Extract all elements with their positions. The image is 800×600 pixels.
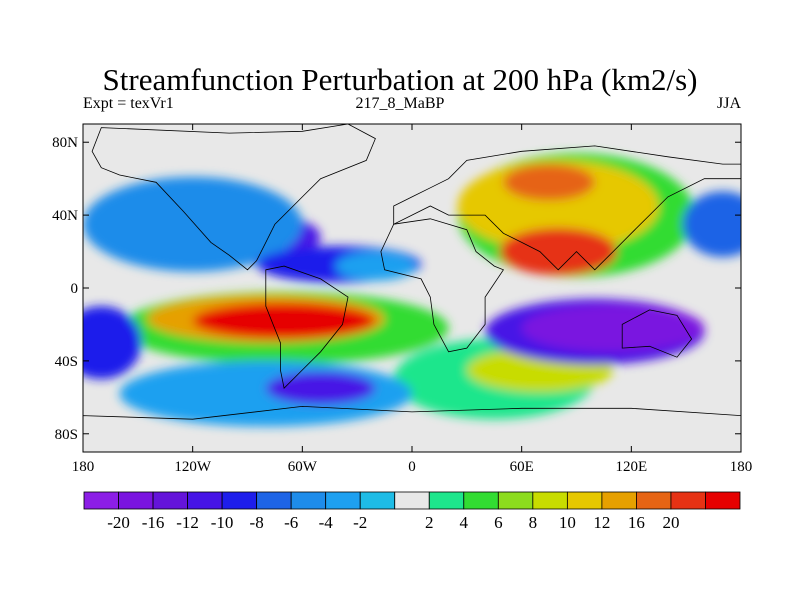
colorbar-label: -4 [319,513,334,532]
colorbar-swatch [636,491,672,510]
colorbar-label: -2 [353,513,367,532]
field-region-16 [265,371,376,405]
y-tick-label: 40N [52,208,78,224]
continent-outline-3 [393,145,741,271]
colorbar-label: -12 [176,513,199,532]
field-region-1 [83,176,303,272]
x-tick-label: 180 [72,459,95,475]
x-tick-label: 120W [174,459,212,475]
colorbar-swatch [325,491,361,510]
colorbar-label: 4 [460,513,469,532]
colorbar-label: 12 [593,513,610,532]
colorbar-swatch [359,491,396,510]
colorbar-swatch [256,491,292,510]
colorbar-label: 6 [494,513,503,532]
x-tick-label: 60E [510,459,534,475]
colorbar-swatch [221,491,258,510]
colorbar-swatch [532,491,568,510]
colorbar-swatch [566,491,603,510]
colorbar-swatch [290,491,327,510]
colorbar-swatch [187,491,223,510]
continent-outlines [83,124,741,452]
x-tick-label: 60W [288,459,318,475]
x-tick-label: 180 [730,459,753,475]
field-region-10 [192,302,376,340]
colorbar-label: 10 [559,513,576,532]
colorbar-label: -6 [284,513,298,532]
colorbar-swatch [497,491,534,510]
x-tick-label: 0 [408,459,416,475]
colorbar-label: -20 [107,513,130,532]
colorbar-swatch [463,491,499,510]
continent-outline-0 [91,124,376,271]
colorbar-label: 2 [425,513,434,532]
colorbar-label: -8 [250,513,264,532]
continent-outline-5 [83,405,741,452]
y-tick-label: 80S [55,427,78,443]
case-label: 217_8_MaBP [355,95,445,112]
colorbar-swatch [428,491,465,510]
colorbar-label: -10 [211,513,234,532]
field-region-6 [499,227,617,276]
field-region-14 [521,304,705,352]
colorbar-swatch [118,491,154,510]
colorbar: -20 -16 -12 -10 -8 -6 -4 -2 2 4 6 8 10 12 16 20 [83,491,741,532]
colorbar-label: 16 [628,513,645,532]
continent-outline-4 [621,309,693,358]
colorbar-label: -16 [142,513,165,532]
field-region-17 [83,306,142,380]
field-region-7 [503,164,595,201]
colorbar-swatch [601,491,637,510]
field-region-18 [682,191,741,258]
streamfunction-field [83,153,741,427]
longitude-axis: 180 120W 60W 0 60E 120E 180 [72,124,753,475]
colorbar-swatch [394,491,430,510]
colorbar-swatch [83,491,119,510]
field-region-3 [335,251,416,281]
continent-outline-2 [380,218,505,353]
y-tick-label: 80N [52,135,78,151]
x-tick-label: 120E [615,459,647,475]
plot-title: Streamfunction Perturbation at 200 hPa (… [102,62,698,97]
colorbar-label: 8 [529,513,538,532]
colorbar-label: 20 [662,513,679,532]
colorbar-swatch [705,491,741,510]
latitude-axis: 80N 40N 0 40S 80S [52,135,741,443]
continent-outline-1 [265,265,349,390]
season-label: JJA [716,95,741,112]
colorbar-swatch [670,491,706,510]
colorbar-swatch [152,491,188,510]
y-tick-label: 0 [71,281,79,297]
y-tick-label: 40S [55,354,78,370]
experiment-label: Expt = texVr1 [83,95,174,112]
